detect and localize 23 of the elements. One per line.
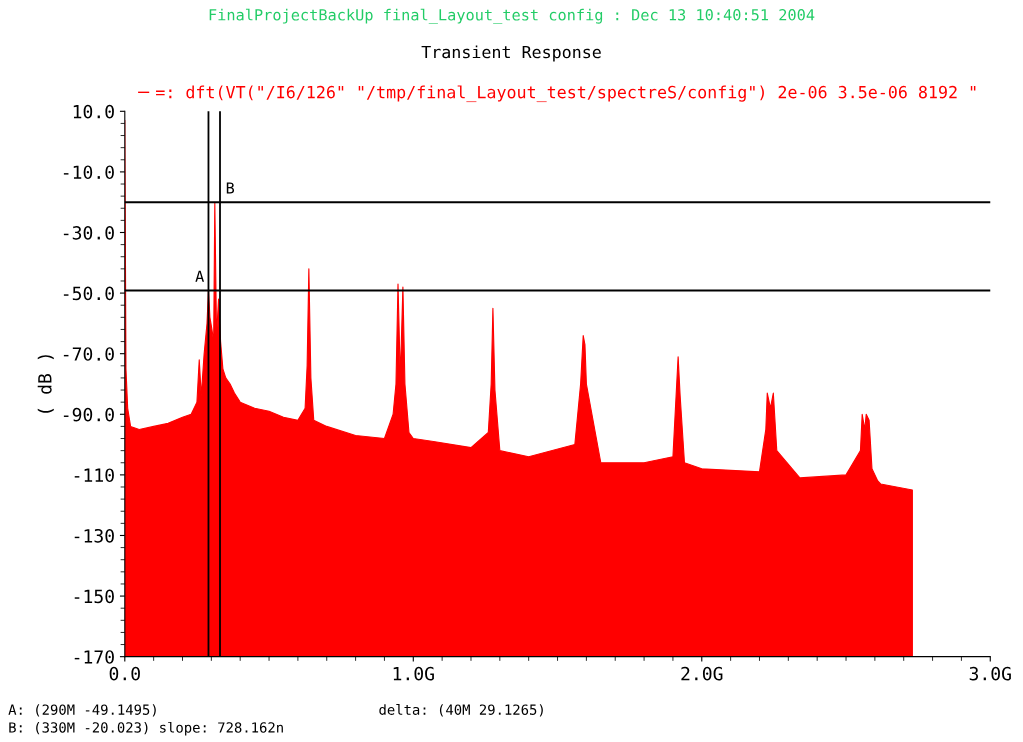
- y-tick-label: -50.0: [63, 286, 114, 301]
- x-tick-label: 1.0G: [393, 666, 434, 681]
- y-tick-label: -170: [74, 650, 114, 664]
- y-tick-label: -10.0: [63, 165, 114, 180]
- legend-label: =: dft(VT("/I6/126" "/tmp/final_Layout_test/spectreS/config") 2e-06 3.5e-06 8192 ": [156, 85, 976, 103]
- text: B: (330M -20.023) slope: 728.162n: [9, 721, 283, 736]
- x-tick-label: 2.0G: [681, 666, 723, 681]
- chart-title: Transient Response: [421, 45, 601, 62]
- y-tick-label: -90.0: [63, 407, 114, 422]
- y-tick-label: -150: [74, 589, 114, 604]
- text: delta: (40M 29.1265): [379, 704, 543, 717]
- y-axis-title: ( dB ): [37, 355, 54, 413]
- text: A: (290M -49.1495): [8, 704, 156, 717]
- annotation: A: [195, 270, 205, 282]
- x-tick-label: 0.0: [109, 666, 140, 681]
- y-tick-label: -30.0: [63, 226, 114, 240]
- y-tick-label: -110: [74, 468, 114, 483]
- y-tick-label: 10.0: [73, 104, 114, 119]
- annotation: B: [226, 182, 235, 194]
- y-tick-label: -70.0: [63, 347, 114, 361]
- x-tick-label: 3.0G: [969, 666, 1011, 681]
- y-tick-label: -130: [74, 528, 114, 543]
- chart-subtitle: FinalProjectBackUp final_Layout_test config : Dec 13 10:40:51 2004: [209, 8, 815, 24]
